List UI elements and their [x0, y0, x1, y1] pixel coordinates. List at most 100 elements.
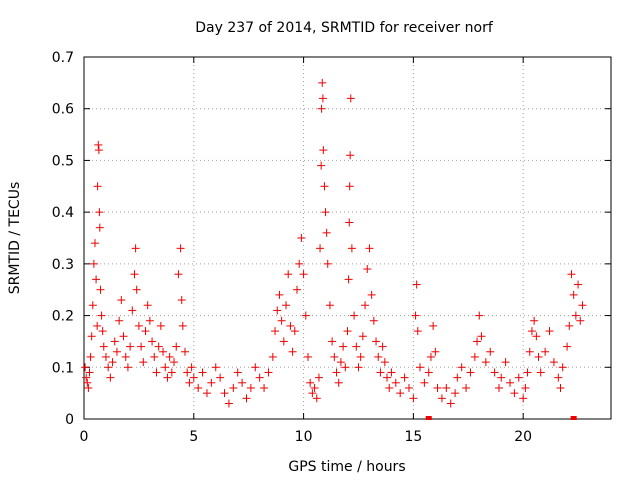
data-point [477, 332, 486, 341]
data-point [88, 301, 97, 310]
data-point [95, 208, 104, 217]
data-point [473, 337, 482, 346]
data-point [290, 327, 299, 336]
data-point [275, 290, 284, 299]
data-point [541, 347, 550, 356]
data-point [446, 399, 455, 408]
data-point [189, 373, 198, 382]
data-point [94, 140, 103, 149]
data-point [220, 389, 229, 398]
data-point [374, 352, 383, 361]
data-point [185, 378, 194, 387]
data-point [356, 352, 365, 361]
data-point [437, 394, 446, 403]
data-point [574, 280, 583, 289]
data-point [490, 368, 499, 377]
data-point [318, 94, 327, 103]
data-point [299, 270, 308, 279]
data-point [286, 321, 295, 330]
y-tick-label: 0.4 [52, 205, 74, 221]
data-point [301, 311, 310, 320]
data-point [385, 383, 394, 392]
data-point [246, 383, 255, 392]
data-point [336, 358, 345, 367]
data-point [207, 378, 216, 387]
data-points [81, 78, 587, 408]
data-point [92, 275, 101, 284]
axis-ticks: 0 0.1 0.2 0.3 0.4 0.5 0.6 0.7 0 5 10 15 20 [52, 50, 611, 445]
data-point [429, 321, 438, 330]
data-point [350, 311, 359, 320]
data-point [343, 327, 352, 336]
data-point [391, 378, 400, 387]
data-point [83, 378, 92, 387]
data-point [104, 363, 113, 372]
data-point [178, 321, 187, 330]
data-point [567, 270, 576, 279]
x-axis-label: GPS time / hours [288, 459, 405, 475]
data-point [396, 389, 405, 398]
data-point [117, 296, 126, 305]
data-point [470, 352, 479, 361]
data-point [316, 244, 325, 253]
data-point [165, 352, 174, 361]
data-point [279, 337, 288, 346]
data-point [159, 347, 168, 356]
data-point [251, 363, 260, 372]
data-point [346, 151, 355, 160]
data-point [442, 383, 451, 392]
data-point [132, 285, 141, 294]
data-point [380, 358, 389, 367]
data-point [317, 161, 326, 170]
data-point [255, 373, 264, 382]
x-tick-label: 15 [404, 429, 422, 445]
data-point [176, 244, 185, 253]
data-point [121, 352, 130, 361]
data-point [411, 311, 420, 320]
data-point [514, 373, 523, 382]
data-point [211, 363, 220, 372]
data-point [345, 218, 354, 227]
data-point [85, 368, 94, 377]
data-point [372, 337, 381, 346]
data-point [536, 368, 545, 377]
data-point [177, 296, 186, 305]
data-point [387, 368, 396, 377]
data-point [345, 182, 354, 191]
data-point [424, 368, 433, 377]
data-point [376, 368, 385, 377]
data-point [433, 383, 442, 392]
data-point [89, 259, 98, 268]
data-point [167, 368, 176, 377]
data-point [332, 368, 341, 377]
data-point [545, 327, 554, 336]
data-point [84, 383, 93, 392]
data-point [321, 208, 330, 217]
data-point [320, 182, 329, 191]
y-axis-label: SRMTID / TECUs [7, 182, 23, 295]
data-point [347, 244, 356, 253]
data-point [481, 358, 490, 367]
data-point [409, 394, 418, 403]
data-point [187, 363, 196, 372]
data-point [523, 368, 532, 377]
x-axis-marker [425, 416, 432, 420]
data-point [126, 342, 135, 351]
data-point [310, 383, 319, 392]
data-point [317, 104, 326, 113]
data-point [150, 352, 159, 361]
data-point [277, 316, 286, 325]
data-point [154, 342, 163, 351]
x-axis-marker [570, 416, 577, 420]
data-point [292, 285, 301, 294]
data-point [106, 373, 115, 382]
data-point [420, 378, 429, 387]
data-point [314, 373, 323, 382]
y-tick-label: 0.7 [52, 50, 74, 66]
y-tick-label: 0.1 [52, 360, 74, 376]
data-point [462, 383, 471, 392]
data-point [323, 259, 332, 268]
data-point [383, 373, 392, 382]
data-point [495, 383, 504, 392]
data-point [93, 321, 102, 330]
